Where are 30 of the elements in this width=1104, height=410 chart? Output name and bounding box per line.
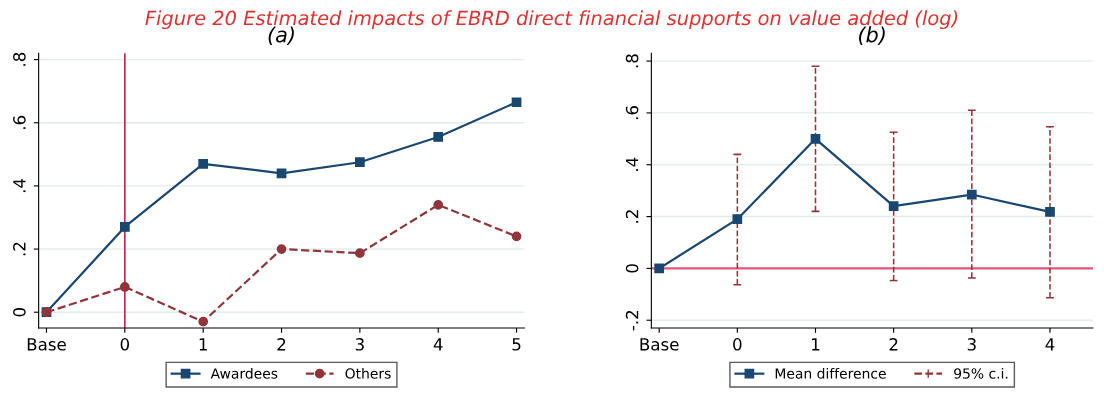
x-tick-label: 3 [355, 338, 364, 351]
x-tick-label: 1 [199, 338, 207, 351]
y-tick-label: .6 [625, 106, 639, 120]
x-tick-label: 1 [812, 338, 820, 351]
x-tick-label: 2 [889, 338, 898, 351]
y-tick-label: .8 [625, 54, 639, 68]
legend-label: Awardees [210, 367, 278, 379]
y-tick-label: 0 [13, 308, 26, 317]
x-tick-label: 4 [433, 338, 443, 351]
x-tick-label: 5 [512, 338, 521, 351]
x-tick-label: 2 [277, 338, 286, 351]
y-tick-label: .8 [13, 52, 26, 66]
y-tick-label: .2 [13, 242, 26, 256]
y-tick-label: -.2 [625, 310, 639, 331]
y-tick-label: .2 [625, 210, 639, 223]
text: 95% c.i. [954, 367, 1008, 379]
y-tick-label: 0 [625, 264, 639, 273]
legend-label: Mean difference [775, 367, 886, 379]
legend-label: Others [345, 367, 391, 379]
y-tick-label: .6 [13, 115, 26, 129]
y-tick-label: .4 [13, 178, 26, 193]
chart-title: (a) [268, 26, 294, 45]
y-tick-label: .4 [626, 157, 639, 171]
chart-title: (b) [859, 26, 885, 45]
x-tick-label: Base [640, 338, 679, 351]
x-tick-label: 0 [120, 338, 130, 351]
x-tick-label: Base [27, 338, 66, 351]
x-tick-label: 0 [733, 338, 742, 351]
x-tick-label: 3 [967, 338, 976, 351]
x-tick-label: 4 [1045, 338, 1055, 351]
